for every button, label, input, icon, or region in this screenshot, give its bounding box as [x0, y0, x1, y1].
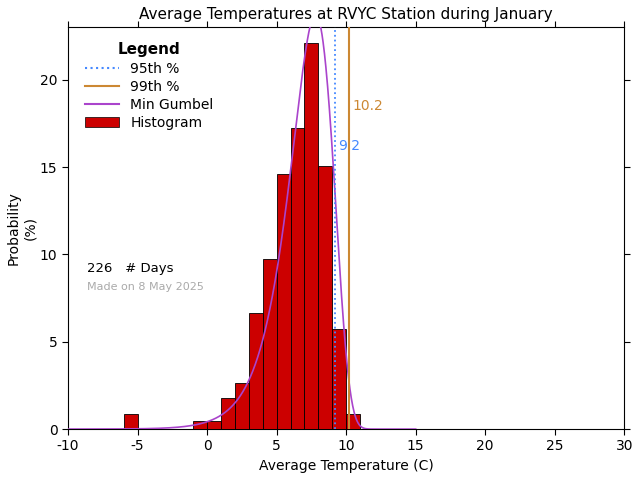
Bar — [124, 414, 138, 429]
Text: Made on 8 May 2025: Made on 8 May 2025 — [88, 282, 204, 292]
Bar — [249, 313, 262, 429]
Bar — [318, 167, 332, 429]
Text: 226   # Days: 226 # Days — [88, 263, 174, 276]
Y-axis label: Probability
(%): Probability (%) — [7, 191, 37, 265]
Bar — [262, 259, 276, 429]
Bar — [207, 421, 221, 429]
Bar — [291, 128, 305, 429]
Bar — [332, 329, 346, 429]
Bar — [221, 398, 235, 429]
Bar — [346, 414, 360, 429]
Text: 9.2: 9.2 — [339, 139, 360, 153]
Bar — [276, 174, 291, 429]
Bar — [305, 43, 318, 429]
Legend: 95th %, 99th %, Min Gumbel, Histogram: 95th %, 99th %, Min Gumbel, Histogram — [81, 38, 218, 134]
Title: Average Temperatures at RVYC Station during January: Average Temperatures at RVYC Station dur… — [140, 7, 553, 22]
Bar — [235, 383, 249, 429]
X-axis label: Average Temperature (C): Average Temperature (C) — [259, 459, 433, 473]
Text: 10.2: 10.2 — [353, 99, 383, 113]
Bar — [193, 421, 207, 429]
